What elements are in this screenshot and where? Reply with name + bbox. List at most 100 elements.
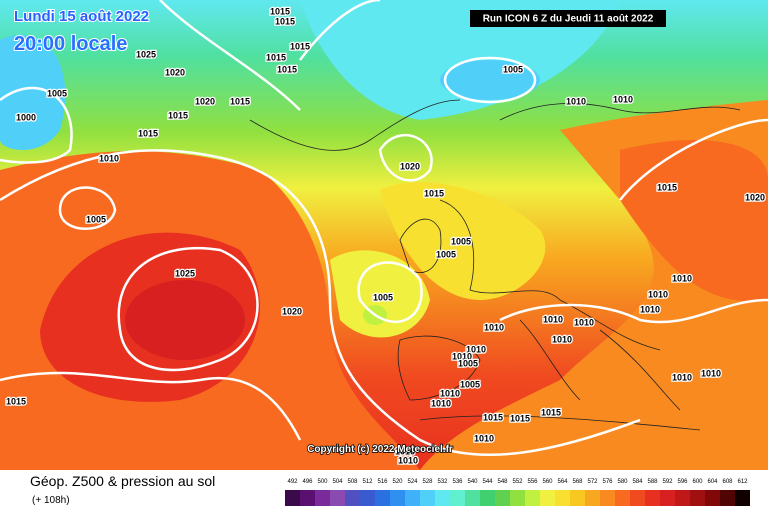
- isobar-label: 1010: [552, 334, 572, 344]
- scale-swatch: [360, 490, 375, 506]
- isobar-label: 1005: [460, 379, 480, 389]
- scale-label: 612: [737, 479, 748, 485]
- isobar-label: 1020: [745, 192, 765, 202]
- isobar-label: 1005: [451, 236, 471, 246]
- scale-label: 568: [572, 479, 583, 485]
- scale-swatch: [630, 490, 645, 506]
- scale-label: 536: [452, 479, 463, 485]
- isobar-label: 1010: [574, 317, 594, 327]
- isobar-label: 1015: [290, 41, 310, 51]
- scale-swatch: [585, 490, 600, 506]
- scale-swatch: [615, 490, 630, 506]
- date: Lundi 15 août 2022: [14, 8, 149, 25]
- scale-swatch: [420, 490, 435, 506]
- scale-swatch: [495, 490, 510, 506]
- scale-label: 496: [302, 479, 313, 485]
- isobar-label: 1015: [510, 413, 530, 423]
- isobar-label: 1010: [613, 94, 633, 104]
- scale-swatch: [450, 490, 465, 506]
- scale-swatch: [345, 490, 360, 506]
- scale-swatch: [705, 490, 720, 506]
- isobar-label: 1010: [640, 304, 660, 314]
- scale-label: 564: [557, 479, 568, 485]
- isobar-label: 1010: [701, 368, 721, 378]
- scale-label: 596: [677, 479, 688, 485]
- scale-label: 608: [722, 479, 733, 485]
- isobar-lines: [0, 0, 768, 455]
- scale-label: 556: [527, 479, 538, 485]
- isobar-label: 1015: [6, 396, 26, 406]
- isobar-label: 1015: [424, 188, 444, 198]
- scale-label: 580: [617, 479, 628, 485]
- scale-swatch: [675, 490, 690, 506]
- isobar-label: 1015: [277, 64, 297, 74]
- scale-swatch: [570, 490, 585, 506]
- isobar-label: 1010: [474, 433, 494, 443]
- isobar-label: 1010: [543, 314, 563, 324]
- isobar-label: 1015: [275, 16, 295, 26]
- lead-time: (+ 108h): [32, 495, 70, 506]
- scale-label: 584: [632, 479, 643, 485]
- isobar-label: 1005: [436, 249, 456, 259]
- isobar-label: 1010: [440, 388, 460, 398]
- scale-label: 512: [362, 479, 373, 485]
- isobar-label: 1005: [47, 88, 67, 98]
- scale-label: 540: [467, 479, 478, 485]
- scale-swatch: [510, 490, 525, 506]
- isobar-label: 1020: [282, 306, 302, 316]
- color-scale: 492 496 500 504 508 512 516 520 524 528 532 536 540 5…: [285, 479, 750, 506]
- scale-swatch: [525, 490, 540, 506]
- isobar-label: 1015: [541, 407, 561, 417]
- scale-label: 520: [392, 479, 403, 485]
- isobar-label: 1020: [400, 161, 420, 171]
- scale-label: 576: [602, 479, 613, 485]
- scale-label: 592: [662, 479, 673, 485]
- scale-swatch: [480, 490, 495, 506]
- scale-label: 528: [422, 479, 433, 485]
- isobar-label: 1020: [165, 67, 185, 77]
- scale-swatch: [390, 490, 405, 506]
- scale-swatch: [465, 490, 480, 506]
- scale-label: 500: [317, 479, 328, 485]
- scale-swatch: [660, 490, 675, 506]
- isobar-label: 1015: [230, 96, 250, 106]
- scale-label: 508: [347, 479, 358, 485]
- scale-label: 552: [512, 479, 523, 485]
- isobar-label: 1010: [99, 153, 119, 163]
- scale-label: 492: [287, 479, 298, 485]
- scale-swatch: [435, 490, 450, 506]
- isobar-label: 1010: [672, 372, 692, 382]
- isobar-label: 1015: [270, 6, 290, 16]
- time: 20:00 locale: [14, 33, 127, 55]
- isobar-label: 1015: [483, 412, 503, 422]
- scale-label: 604: [707, 479, 718, 485]
- scale-swatch: [720, 490, 735, 506]
- isobar-label: 1010: [566, 96, 586, 106]
- isobar-label: 1010: [672, 273, 692, 283]
- isobar-label: 1015: [138, 128, 158, 138]
- isobar-label: 1005: [373, 292, 393, 302]
- map-fields: [0, 0, 768, 470]
- scale-label: 524: [407, 479, 418, 485]
- coastlines: [249, 99, 741, 431]
- scale-swatch: [300, 490, 315, 506]
- scale-swatch: [600, 490, 615, 506]
- isobar-labels: 1015101510151015101510201025100510001020…: [5, 5, 767, 467]
- isobar-label: 1015: [657, 182, 677, 192]
- isobar-label: 1010: [398, 455, 418, 465]
- scale-swatch: [540, 490, 555, 506]
- copyright: Copyright (c) 2022 Meteociel.fr: [307, 444, 453, 455]
- isobar-label: 1010: [395, 446, 415, 456]
- isobar-label: 1010: [466, 344, 486, 354]
- scale-swatch: [735, 490, 750, 506]
- scale-swatch: [330, 490, 345, 506]
- isobar-label: 1015: [266, 52, 286, 62]
- isobar-label: 1005: [503, 64, 523, 74]
- isobar-label: 1000: [16, 112, 36, 122]
- scale-label: 588: [647, 479, 658, 485]
- scale-label: 504: [332, 479, 343, 485]
- scale-swatch: [405, 490, 420, 506]
- isobar-label: 1025: [136, 49, 156, 59]
- scale-swatch: [315, 490, 330, 506]
